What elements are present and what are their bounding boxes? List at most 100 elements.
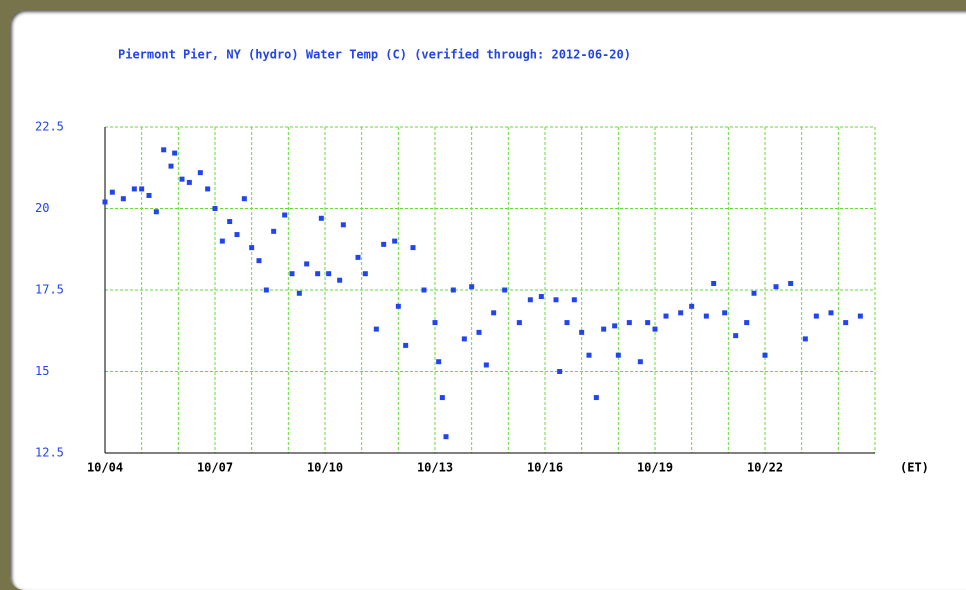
data-point — [744, 320, 750, 326]
data-point — [392, 238, 398, 244]
data-point — [678, 310, 684, 316]
data-point — [516, 320, 522, 326]
data-point — [381, 241, 387, 247]
data-point — [315, 271, 321, 277]
data-point — [601, 326, 607, 332]
data-point — [340, 222, 346, 228]
data-point — [227, 219, 233, 225]
data-point — [186, 179, 192, 185]
y-tick-label: 20 — [35, 201, 49, 215]
y-tick-label: 12.5 — [35, 446, 64, 460]
data-point — [373, 326, 379, 332]
data-point — [689, 303, 695, 309]
data-point — [857, 313, 863, 319]
data-point — [197, 170, 203, 176]
data-point — [153, 209, 159, 215]
data-point — [571, 297, 577, 303]
data-point — [432, 320, 438, 326]
data-point — [337, 277, 343, 283]
chart: Piermont Pier, NY (hydro) Water Temp (C)… — [35, 48, 929, 475]
panel — [10, 10, 966, 590]
data-point — [637, 359, 643, 365]
data-point — [296, 290, 302, 296]
data-point — [450, 287, 456, 293]
data-point — [711, 280, 717, 286]
data-point — [212, 206, 218, 211]
y-tick-label: 22.5 — [35, 120, 64, 134]
x-tick-label: 10/22 — [747, 461, 783, 475]
data-point — [802, 336, 808, 342]
data-point — [564, 320, 570, 326]
data-point — [491, 310, 497, 316]
data-point — [843, 320, 849, 326]
data-point — [553, 297, 559, 303]
data-point — [733, 333, 739, 339]
data-point — [483, 362, 489, 368]
data-point — [538, 294, 544, 300]
data-point — [612, 323, 618, 329]
data-point — [241, 196, 247, 202]
data-point — [234, 232, 240, 238]
x-unit-label: (ET) — [900, 461, 929, 475]
x-tick-label: 10/10 — [307, 461, 343, 475]
data-point — [109, 189, 115, 195]
data-point — [813, 313, 819, 319]
data-point — [172, 150, 178, 156]
data-point — [179, 176, 185, 182]
data-point — [304, 261, 310, 267]
x-tick-label: 10/13 — [417, 461, 453, 475]
x-tick-label: 10/07 — [197, 461, 233, 475]
data-point — [102, 199, 108, 205]
data-point — [395, 303, 401, 309]
chart-title: Piermont Pier, NY (hydro) Water Temp (C)… — [118, 48, 631, 62]
data-point — [652, 326, 658, 332]
data-point — [586, 352, 592, 358]
data-point — [120, 196, 126, 202]
y-tick-label: 17.5 — [35, 283, 64, 297]
data-point — [326, 271, 332, 277]
data-point — [579, 329, 585, 335]
data-point — [762, 352, 768, 358]
data-point — [139, 186, 145, 192]
data-point — [289, 271, 295, 277]
data-point — [773, 284, 779, 290]
data-point — [256, 258, 262, 264]
data-point — [282, 212, 288, 218]
data-point — [318, 215, 324, 221]
data-point — [439, 395, 445, 401]
y-tick-label: 15 — [35, 364, 49, 378]
data-point — [557, 369, 563, 374]
data-point — [527, 297, 533, 303]
data-point — [476, 329, 482, 335]
data-point — [502, 287, 508, 293]
data-point — [131, 186, 137, 192]
data-point — [828, 310, 834, 316]
data-point — [219, 238, 225, 244]
data-point — [615, 352, 621, 358]
data-point — [663, 313, 669, 319]
data-point — [271, 228, 277, 234]
data-point — [205, 186, 211, 192]
data-point — [249, 245, 255, 251]
x-tick-label: 10/04 — [87, 461, 123, 475]
data-point — [168, 163, 174, 169]
data-point — [703, 313, 709, 319]
x-tick-label: 10/16 — [527, 461, 563, 475]
data-point — [626, 320, 632, 326]
data-point — [403, 342, 409, 348]
data-point — [263, 287, 269, 293]
data-point — [410, 245, 416, 251]
data-point — [421, 287, 427, 293]
data-point — [355, 254, 361, 260]
data-point — [461, 336, 467, 342]
x-tick-label: 10/19 — [637, 461, 673, 475]
data-point — [436, 359, 442, 365]
data-point — [362, 271, 368, 277]
data-point — [593, 395, 599, 401]
data-point — [788, 280, 794, 286]
data-point — [146, 192, 152, 198]
data-point — [443, 434, 449, 440]
data-point — [722, 310, 728, 316]
data-point — [645, 320, 651, 326]
data-point — [469, 284, 475, 290]
